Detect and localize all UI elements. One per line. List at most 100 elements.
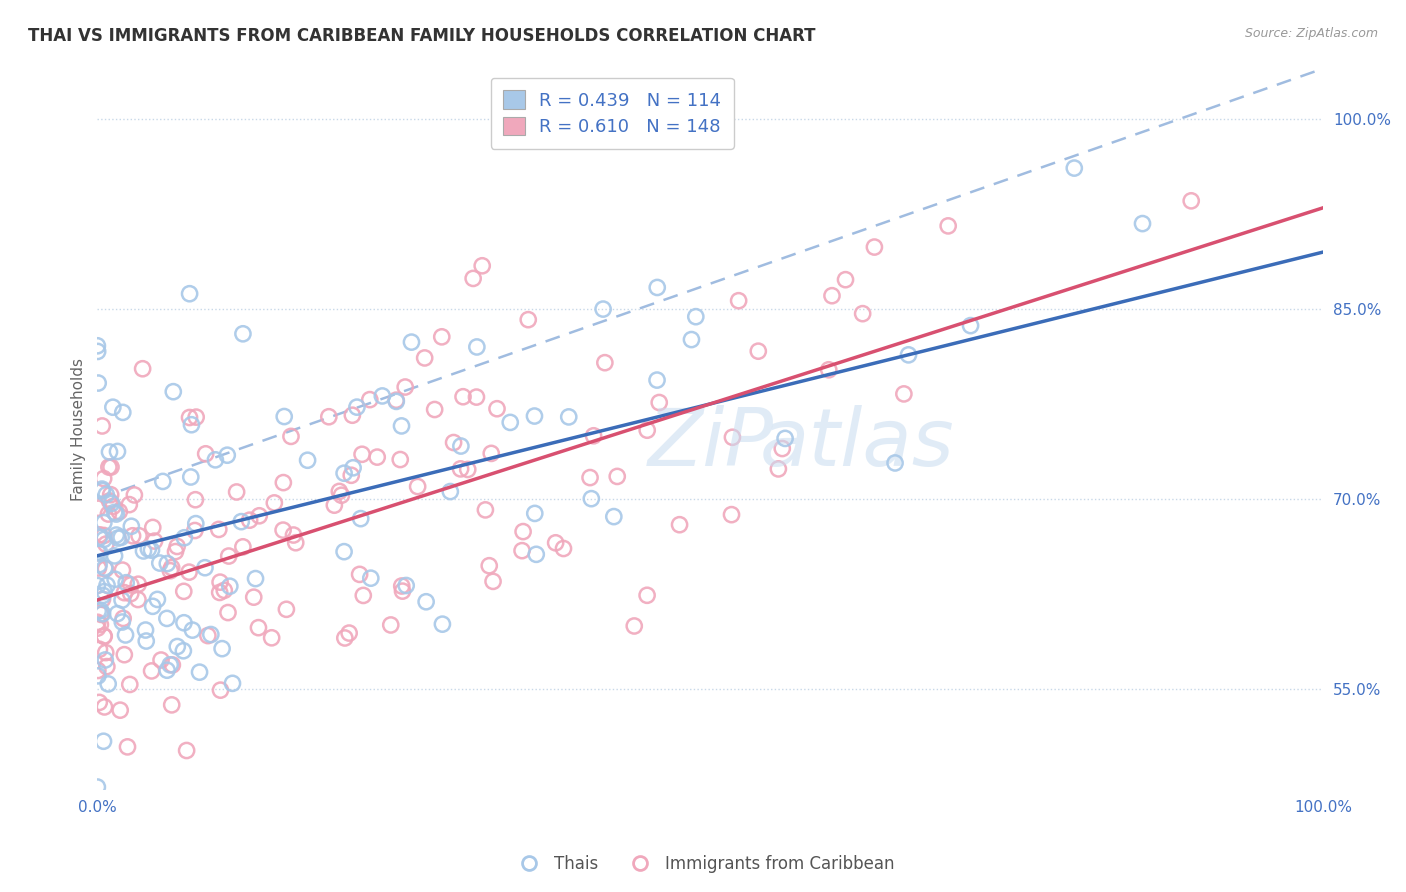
Point — [87, 376, 110, 390]
Point — [118, 677, 141, 691]
Point — [366, 450, 388, 464]
Point — [523, 507, 546, 521]
Point — [97, 677, 120, 691]
Point — [121, 529, 143, 543]
Point — [463, 271, 485, 285]
Point — [149, 556, 172, 570]
Point — [645, 373, 668, 387]
Point — [108, 505, 131, 519]
Point — [471, 259, 494, 273]
Point — [93, 584, 115, 599]
Text: Source: ZipAtlas.com: Source: ZipAtlas.com — [1244, 27, 1378, 40]
Point — [225, 485, 247, 500]
Point — [524, 547, 547, 561]
Point — [245, 572, 267, 586]
Point — [87, 664, 110, 678]
Point — [132, 544, 155, 558]
Point — [111, 593, 134, 607]
Point — [179, 286, 201, 301]
Point — [114, 628, 136, 642]
Point — [423, 402, 446, 417]
Point — [685, 310, 707, 324]
Point — [86, 621, 108, 635]
Point — [623, 619, 645, 633]
Point — [415, 595, 437, 609]
Point — [371, 389, 394, 403]
Point — [176, 743, 198, 757]
Point — [104, 505, 127, 519]
Point — [603, 509, 626, 524]
Point — [451, 390, 474, 404]
Point — [346, 400, 368, 414]
Point — [93, 471, 115, 485]
Point — [936, 219, 959, 233]
Point — [94, 653, 117, 667]
Point — [485, 401, 508, 416]
Point — [231, 515, 253, 529]
Point — [271, 523, 294, 537]
Point — [89, 695, 111, 709]
Point — [146, 592, 169, 607]
Point — [194, 560, 217, 574]
Point — [91, 483, 114, 498]
Point — [90, 607, 112, 622]
Point — [544, 536, 567, 550]
Point — [142, 520, 165, 534]
Point — [391, 579, 413, 593]
Point — [90, 604, 112, 618]
Point — [93, 516, 115, 530]
Point — [579, 470, 602, 484]
Point — [512, 524, 534, 539]
Point — [817, 363, 839, 377]
Point — [117, 739, 139, 754]
Point — [510, 543, 533, 558]
Point — [636, 588, 658, 602]
Point — [86, 615, 108, 630]
Point — [100, 460, 122, 475]
Point — [263, 496, 285, 510]
Point — [342, 460, 364, 475]
Text: THAI VS IMMIGRANTS FROM CARIBBEAN FAMILY HOUSEHOLDS CORRELATION CHART: THAI VS IMMIGRANTS FROM CARIBBEAN FAMILY… — [28, 27, 815, 45]
Point — [173, 531, 195, 545]
Point — [232, 326, 254, 341]
Point — [239, 513, 262, 527]
Point — [124, 488, 146, 502]
Point — [162, 657, 184, 672]
Point — [350, 511, 373, 525]
Point — [112, 611, 135, 625]
Point — [101, 401, 124, 415]
Point — [208, 523, 231, 537]
Point — [105, 507, 128, 521]
Point — [173, 584, 195, 599]
Point — [142, 599, 165, 614]
Point — [184, 516, 207, 531]
Point — [333, 544, 356, 558]
Point — [152, 475, 174, 489]
Point — [432, 617, 454, 632]
Point — [959, 318, 981, 333]
Point — [280, 429, 302, 443]
Point — [184, 492, 207, 507]
Point — [91, 592, 114, 607]
Point — [214, 583, 236, 598]
Point — [260, 631, 283, 645]
Point — [208, 585, 231, 599]
Point — [98, 850, 121, 864]
Point — [100, 496, 122, 510]
Point — [104, 572, 127, 586]
Point — [523, 409, 546, 423]
Point — [606, 469, 628, 483]
Point — [91, 607, 114, 621]
Point — [218, 549, 240, 563]
Point — [131, 361, 153, 376]
Point — [478, 558, 501, 573]
Point — [87, 545, 110, 559]
Point — [101, 500, 124, 514]
Point — [165, 544, 187, 558]
Point — [893, 387, 915, 401]
Point — [897, 348, 920, 362]
Point — [450, 462, 472, 476]
Point — [111, 563, 134, 577]
Point — [333, 466, 356, 480]
Point — [96, 488, 118, 502]
